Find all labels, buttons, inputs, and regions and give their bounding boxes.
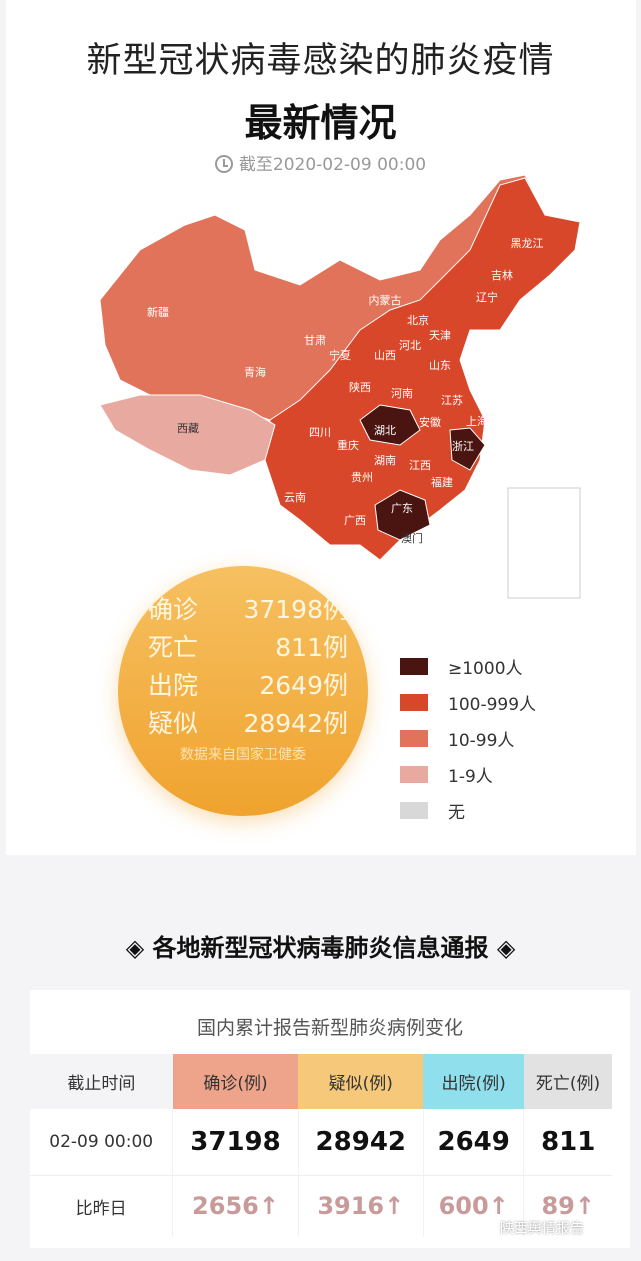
- province-label: 广西: [344, 514, 366, 527]
- summary-value: 811例: [275, 633, 348, 662]
- legend-item: 1-9人: [400, 756, 536, 792]
- province-label: 云南: [284, 491, 306, 504]
- as-of-time: 截至2020-02-09 00:00: [0, 150, 641, 175]
- province-label: 甘肃: [304, 334, 326, 347]
- map-region-hubei: [359, 404, 421, 446]
- province-label: 西藏: [177, 422, 199, 435]
- col-header: 截止时间: [30, 1054, 173, 1109]
- province-label: 台湾: [459, 504, 481, 517]
- cell-confirmed: 37198: [172, 1109, 299, 1176]
- col-header: 疑似(例): [298, 1054, 424, 1109]
- watermark: 陕西舆情报告: [500, 1221, 584, 1237]
- col-header: 死亡(例): [523, 1054, 612, 1109]
- map-region-central: [264, 177, 581, 561]
- col-header: 出院(例): [423, 1054, 524, 1109]
- legend-label: ≥1000人: [448, 658, 523, 679]
- province-label: 湖南: [374, 454, 396, 467]
- summary-value: 2649例: [259, 671, 348, 700]
- province-label: 河北: [399, 339, 421, 352]
- cell-confirmed-change: 2656↑: [172, 1175, 299, 1237]
- title-line2: 最新情况: [244, 101, 397, 145]
- legend-label: 1-9人: [448, 766, 493, 787]
- province-label: 上海: [466, 415, 488, 428]
- province-label: 安徽: [419, 416, 441, 429]
- summary-deaths: 死亡 811例: [148, 628, 348, 664]
- legend-item: 100-999人: [400, 684, 536, 720]
- province-label: 宁夏: [329, 349, 351, 362]
- map-region-guangdong: [374, 489, 431, 541]
- province-label: 北京: [407, 314, 429, 327]
- summary-circle: 确诊 37198例 死亡 811例 出院 2649例 疑似 28942例 数据来自国家卫…: [118, 566, 368, 816]
- summary-value: 28942例: [243, 709, 348, 738]
- summary-label: 出院: [148, 671, 199, 700]
- province-label: 天津: [429, 329, 451, 342]
- province-label: 辽宁: [476, 291, 498, 304]
- table-header-row: 截止时间 确诊(例) 疑似(例) 出院(例) 死亡(例): [30, 1054, 612, 1109]
- province-label: 香港: [429, 524, 451, 537]
- summary-label: 确诊: [148, 595, 199, 624]
- stats-table: 截止时间 确诊(例) 疑似(例) 出院(例) 死亡(例) 02-09 00:00…: [30, 1054, 612, 1237]
- table-row: 02-09 00:00 37198 28942 2649 811: [30, 1109, 612, 1176]
- map-legend: ≥1000人 100-999人 10-99人 1-9人 无: [400, 648, 536, 828]
- province-label: 湖北: [374, 424, 396, 437]
- summary-confirmed: 确诊 37198例: [148, 590, 348, 626]
- cell-recovered-change: 600↑: [422, 1175, 524, 1237]
- section-title: ◈ 各地新型冠状病毒肺炎信息通报 ◈: [125, 934, 516, 962]
- province-label: 广东: [391, 502, 413, 515]
- province-label: 江西: [409, 459, 431, 472]
- as-of-text: 截至2020-02-09 00:00: [238, 155, 427, 175]
- province-label: 青海: [244, 366, 266, 379]
- legend-item: 10-99人: [400, 720, 536, 756]
- province-label: 海南: [359, 559, 381, 572]
- south-china-sea-inset: [507, 487, 581, 599]
- legend-swatch: [400, 693, 428, 711]
- legend-label: 无: [448, 802, 465, 823]
- row-label: 02-09 00:00: [30, 1109, 173, 1176]
- cell-deaths: 811: [523, 1109, 612, 1176]
- summary-value: 37198例: [243, 595, 348, 624]
- cell-suspected: 28942: [297, 1109, 424, 1176]
- province-label: 澳门: [401, 532, 423, 545]
- summary-label: 死亡: [148, 633, 199, 662]
- province-label: 陕西: [349, 381, 371, 394]
- row-label: 比昨日: [75, 1198, 127, 1219]
- legend-swatch: [400, 765, 428, 783]
- province-label: 吉林: [491, 269, 513, 282]
- legend-label: 10-99人: [448, 730, 515, 751]
- title-line1: 新型冠状病毒感染的肺炎疫情: [86, 41, 555, 81]
- data-source: 数据来自国家卫健委: [180, 747, 306, 763]
- legend-item: ≥1000人: [400, 648, 536, 684]
- province-label: 江苏: [441, 394, 463, 407]
- legend-swatch: [400, 801, 428, 819]
- clock-icon: [214, 155, 233, 173]
- province-label: 山东: [429, 359, 451, 372]
- legend-item: 无: [400, 792, 536, 828]
- cell-deaths-change: 89↑: [523, 1175, 612, 1237]
- china-map: [99, 174, 581, 599]
- map-region-tibet: [99, 394, 276, 476]
- province-label: 浙江: [452, 440, 474, 453]
- legend-label: 100-999人: [448, 694, 537, 715]
- legend-swatch: [400, 657, 428, 675]
- legend-swatch: [400, 729, 428, 747]
- province-label: 内蒙古: [368, 294, 402, 307]
- table-title: 国内累计报告新型肺炎病例变化: [196, 1017, 463, 1039]
- summary-recovered: 出院 2649例: [148, 666, 348, 702]
- summary-label: 疑似: [148, 709, 199, 738]
- province-label: 河南: [391, 387, 413, 400]
- stats-card: 国内累计报告新型肺炎病例变化 截止时间 确诊(例) 疑似(例) 出院(例) 死亡…: [30, 990, 630, 1248]
- cell-recovered: 2649: [422, 1109, 524, 1176]
- summary-suspected: 疑似 28942例: [148, 704, 348, 740]
- province-label: 四川: [309, 426, 331, 439]
- province-label: 新疆: [147, 306, 169, 319]
- province-label: 重庆: [337, 439, 359, 452]
- province-label: 山西: [374, 349, 396, 362]
- table-row: 比昨日 2656↑ 3916↑ 600↑ 89↑: [30, 1175, 612, 1237]
- cell-suspected-change: 3916↑: [297, 1175, 424, 1237]
- map-region-zhejiang: [449, 427, 486, 471]
- province-label: 贵州: [351, 471, 373, 484]
- province-label: 福建: [431, 476, 453, 489]
- col-header: 确诊(例): [172, 1054, 299, 1109]
- province-label: 黑龙江: [510, 237, 544, 250]
